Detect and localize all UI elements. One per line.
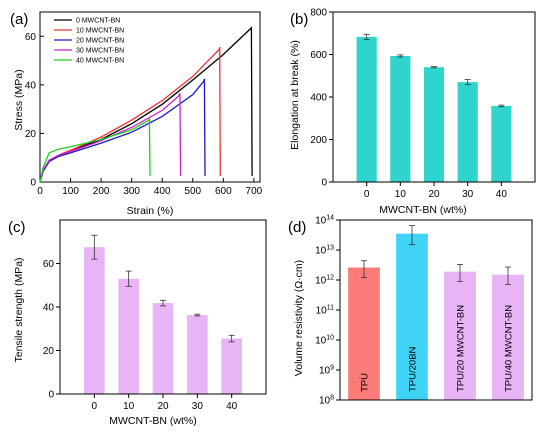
panel-d-ytick-label: 108: [319, 395, 334, 407]
panel-a-xtick-label: 200: [93, 186, 110, 197]
panel-c-bar: [152, 303, 174, 394]
panel-c-tensile-strength: (c) 0 10 20 30 40 0 20 40 60 MWCNT-BN (wt%) Tens…: [8, 219, 267, 427]
panel-c-ylabel: Tensile strength (MPa): [13, 257, 25, 362]
panel-a-ytick-label: 0: [30, 178, 36, 189]
panel-b-bar: [457, 82, 478, 182]
panel-a-xtick-label: 0: [37, 186, 43, 197]
panel-c-plot-area: 0 10 20 30 40 0 20 40 60: [43, 219, 267, 412]
panel-c-bar: [84, 247, 105, 394]
panel-a-xtick-label: 600: [215, 186, 232, 197]
panel-d-ytick-label: 1011: [316, 305, 334, 317]
panel-d-volume-resistivity: (d) TPU TPU/20BN TPU/20 MWCNT-BN TPU/40 MWC…: [288, 215, 533, 407]
panel-c-xtick-label: 30: [192, 401, 204, 412]
panel-d-bar: [396, 233, 428, 400]
panel-d-ylabel: Volume resistivity (Ω·cm): [293, 260, 305, 376]
panel-c-xtick-label: 20: [157, 401, 169, 412]
panel-b-ytick-label: 0: [321, 178, 327, 189]
panel-a-xtick-label: 700: [246, 186, 263, 197]
panel-b-ylabel: Elongation at break (%): [289, 40, 301, 150]
panel-a-plot-area: 0 100 200 300 400 500 600 700 0 20 40 60 0 MWCNT-BN 1…: [25, 11, 263, 197]
panel-c-letter: (c): [8, 219, 26, 236]
panel-b-ytick-label: 400: [310, 93, 327, 104]
panel-b-xtick-label: 0: [364, 189, 370, 200]
panel-c-xtick-label: 0: [92, 401, 98, 412]
panel-c-ytick-label: 60: [43, 259, 55, 270]
panel-b-xlabel: MWCNT-BN (wt%): [379, 204, 467, 216]
panel-b-ytick-label: 800: [310, 8, 327, 19]
panel-a-letter: (a): [10, 11, 28, 28]
panel-a-legend-label: 0 MWCNT-BN: [76, 18, 120, 25]
panel-b-xtick-label: 30: [462, 189, 474, 200]
panel-d-bar-label: TPU/20 MWCNT-BN: [456, 305, 467, 392]
panel-d-bar-label: TPU/40 MWCNT-BN: [504, 305, 515, 392]
panel-d-bar-label: TPU/20BN: [408, 346, 419, 392]
panel-b-bar: [356, 36, 377, 182]
panel-a-legend-label: 30 MWCNT-BN: [76, 48, 124, 55]
panel-d-bar: [444, 271, 476, 400]
panel-b-xtick-label: 10: [395, 189, 407, 200]
panel-c-ytick-label: 20: [43, 346, 55, 357]
panel-a-frame: [39, 11, 261, 183]
panel-a-legend-label: 20 MWCNT-BN: [76, 38, 124, 45]
panel-a-xtick-label: 300: [123, 186, 140, 197]
panel-a-xlabel: Strain (%): [127, 205, 174, 217]
panel-b-bar: [390, 55, 411, 182]
panel-a-legend-label: 10 MWCNT-BN: [76, 28, 124, 35]
panel-d-ytick-label: 1013: [315, 245, 334, 257]
panel-d-bar: [492, 274, 524, 400]
panel-b-letter: (b): [290, 11, 308, 28]
panel-c-ytick-label: 40: [43, 303, 55, 314]
panel-a-ytick-label: 60: [25, 32, 37, 43]
panel-c-bar: [187, 315, 208, 394]
panel-d-ytick-label: 109: [319, 365, 334, 377]
panel-a-ytick-label: 20: [25, 129, 37, 140]
panel-d-bar: [348, 267, 380, 400]
panel-d-plot-area: TPU TPU/20BN TPU/20 MWCNT-BN TPU/40 MWCNT-B…: [315, 215, 533, 407]
panel-a-xtick-label: 500: [184, 186, 201, 197]
panel-c-bar: [118, 278, 139, 394]
panel-d-ytick-label: 1012: [315, 275, 334, 287]
panel-c-bar: [221, 338, 242, 394]
panel-a-ytick-label: 40: [25, 80, 37, 91]
panel-a-series-line: [39, 47, 221, 183]
panel-d-bar-label: TPU: [360, 373, 371, 392]
panel-a-xtick-label: 400: [154, 186, 171, 197]
panel-a-series-line: [39, 78, 206, 183]
panel-b-ytick-label: 200: [310, 135, 327, 146]
panel-a-series-line: [39, 117, 151, 183]
panel-c-ytick-label: 0: [48, 390, 54, 401]
panel-b-xtick-label: 40: [496, 189, 508, 200]
panel-b-ytick-label: 600: [310, 50, 327, 61]
panel-b-bar: [423, 67, 445, 182]
panel-c-xlabel: MWCNT-BN (wt%): [109, 415, 197, 427]
panel-c-xtick-label: 10: [123, 401, 135, 412]
panel-d-ytick-label: 1014: [315, 215, 334, 227]
panel-b-xtick-label: 20: [428, 189, 440, 200]
panel-a-ylabel: Stress (MPa): [13, 69, 25, 130]
panel-a-series-line: [39, 93, 182, 183]
panel-a-legend-label: 40 MWCNT-BN: [76, 58, 124, 65]
panel-a-stress-strain: (a) 0 100 200 300 400 500 600 700 0 20 40 60 0 MWCNT…: [10, 11, 263, 217]
panel-d-letter: (d): [288, 219, 306, 236]
panel-b-bar: [491, 105, 512, 182]
panel-a-xtick-label: 100: [62, 186, 79, 197]
panel-d-ytick-label: 1010: [315, 335, 334, 347]
panel-c-xtick-label: 40: [226, 401, 238, 412]
